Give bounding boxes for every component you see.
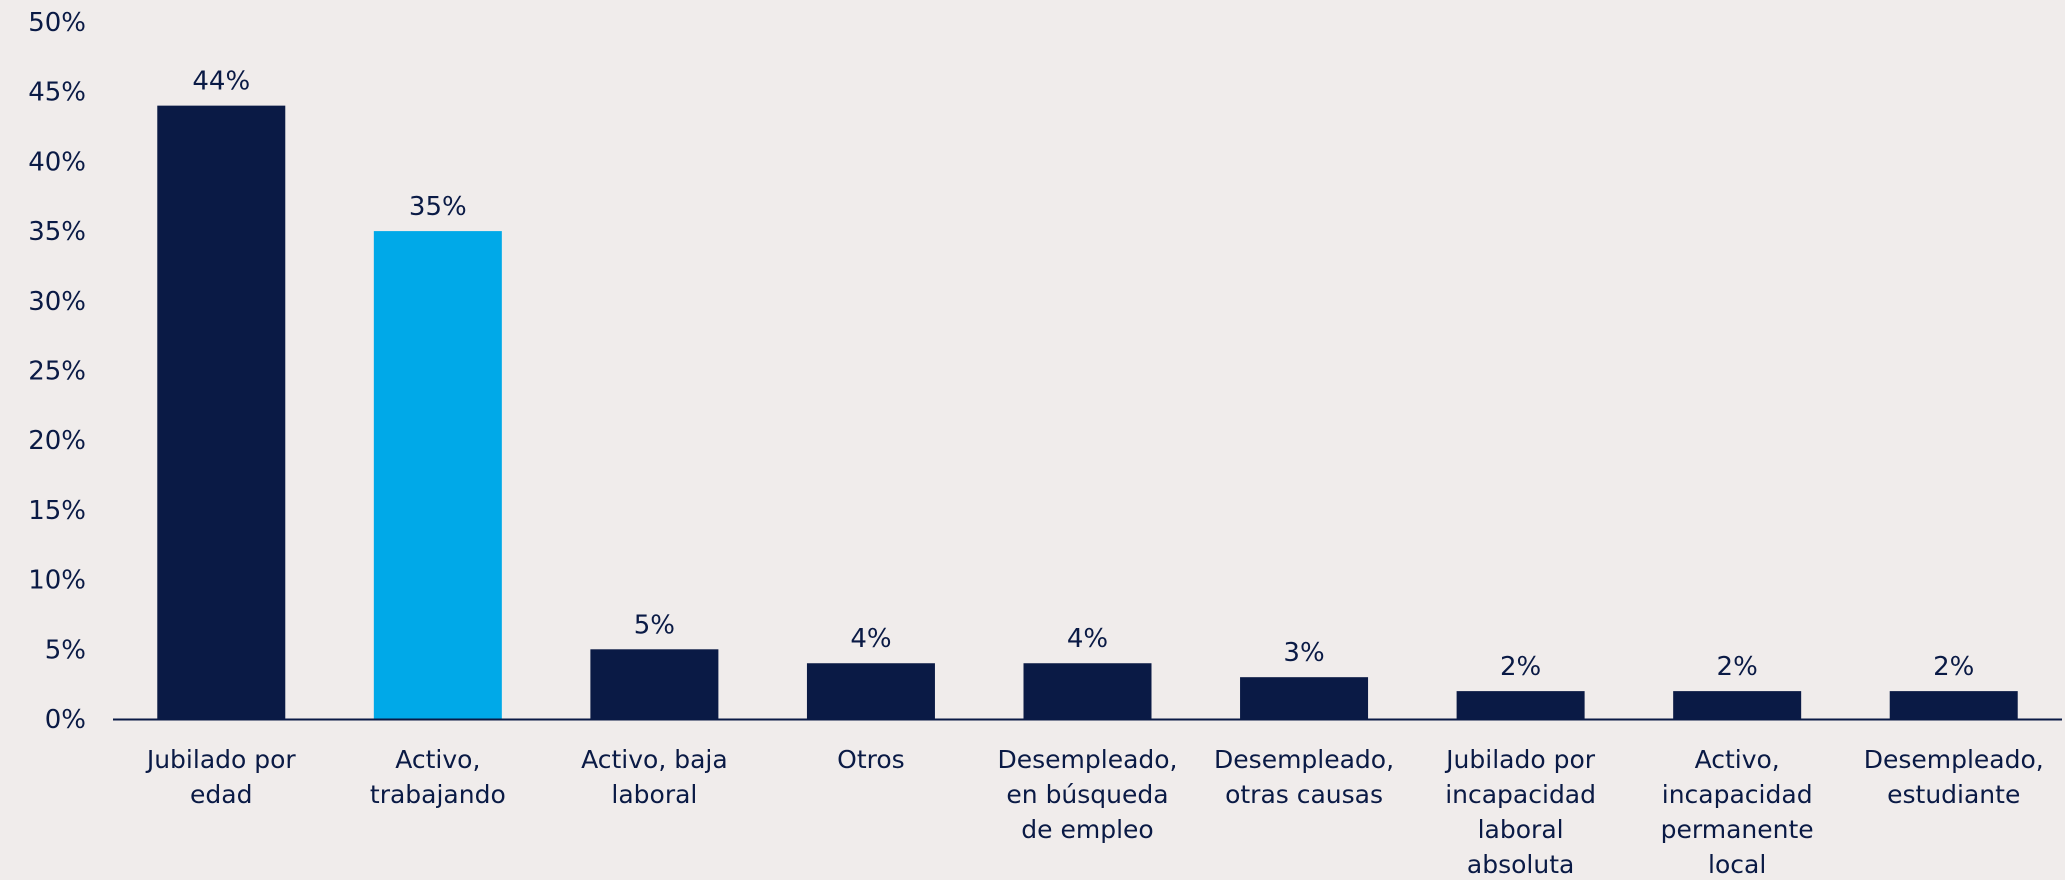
data-label: 4% (850, 624, 891, 654)
data-labels: 44% 35% 5% 4% 4% 3% 2% 2% 2% (192, 67, 1974, 682)
y-tick-label: 45% (28, 78, 86, 108)
bar (590, 649, 719, 719)
bar (1023, 663, 1152, 719)
x-tick-label: Desempleado, en búsqueda de empleo (997, 745, 1177, 844)
y-tick-label: 40% (28, 147, 86, 177)
data-label: 2% (1717, 652, 1758, 682)
x-tick-label: Jubilado por incapacidad laboral absoluta (1444, 745, 1596, 875)
bars (157, 105, 2018, 719)
bar (1456, 691, 1585, 719)
bar (806, 663, 935, 719)
y-tick-label: 35% (28, 217, 86, 247)
bar (1240, 677, 1369, 719)
data-label: 44% (192, 67, 250, 97)
x-tick-label: Activo, baja laboral (581, 745, 728, 809)
bar (1673, 691, 1802, 719)
y-tick-label: 25% (28, 357, 86, 387)
x-tick-label: Desempleado, otras causas (1214, 745, 1394, 809)
data-label: 2% (1933, 652, 1974, 682)
x-tick-label: Jubilado por edad (145, 745, 297, 809)
data-label: 2% (1500, 652, 1541, 682)
y-tick-label: 50% (28, 8, 86, 38)
data-label: 5% (634, 610, 675, 640)
x-tick-label: Activo, trabajando (370, 745, 506, 809)
data-label: 3% (1283, 638, 1324, 668)
bar (373, 231, 502, 719)
x-tick-label: Activo, incapacidad permanente local (1661, 745, 1814, 875)
y-tick-label: 15% (28, 496, 86, 526)
bar (157, 105, 286, 719)
y-tick-label: 10% (28, 566, 86, 596)
bar (1889, 691, 2018, 719)
y-axis-ticks: 0% 5% 10% 15% 20% 25% 30% 35% 40% 45% 50% (28, 8, 86, 735)
y-tick-label: 5% (45, 635, 86, 665)
x-axis-labels: Jubilado por edad Activo, trabajando Activo,… (145, 745, 2044, 879)
x-tick-label: Desempleado, estudiante (1864, 745, 2044, 809)
y-tick-label: 0% (45, 705, 86, 735)
data-label: 4% (1067, 624, 1108, 654)
data-label: 35% (409, 192, 467, 222)
x-tick-label: Otros (837, 745, 905, 774)
y-tick-label: 30% (28, 287, 86, 317)
y-tick-label: 20% (28, 426, 86, 456)
